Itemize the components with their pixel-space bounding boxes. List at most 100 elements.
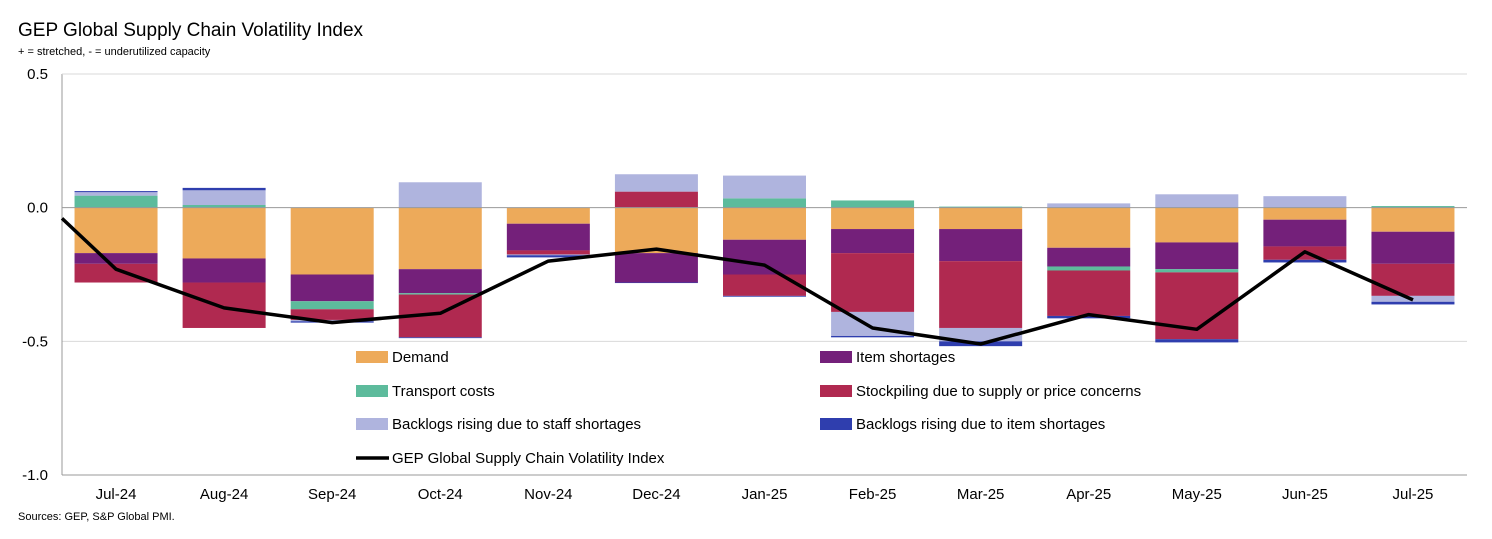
bar-stacks (74, 174, 1455, 347)
bar-segment-item_shortages (182, 258, 266, 283)
bar-segment-backlogs_item (1371, 301, 1455, 305)
bar-segment-backlogs_staff (1155, 194, 1239, 208)
legend-label-index_line: GEP Global Supply Chain Volatility Index (392, 450, 665, 467)
legend-swatch-item_shortages (820, 351, 852, 363)
bar-segment-stockpiling (614, 191, 698, 208)
source-note: Sources: GEP, S&P Global PMI. (18, 511, 175, 523)
bar-segment-item_shortages (723, 239, 806, 275)
legend-label-backlogs_staff: Backlogs rising due to staff shortages (392, 416, 641, 433)
bar-segment-demand (182, 207, 266, 259)
bar-segment-backlogs_staff (723, 175, 806, 199)
bar-segment-backlogs_staff (398, 182, 482, 208)
bar-segment-transport_costs (398, 293, 482, 295)
bar-segment-stockpiling (1371, 263, 1455, 296)
bar-segment-demand (1263, 207, 1347, 220)
chart-subtitle: + = stretched, - = underutilized capacit… (18, 46, 211, 58)
index-line-layer (60, 217, 1414, 346)
x-tick-label: Jul-24 (96, 486, 137, 503)
bar-segment-demand (290, 207, 374, 275)
bar-segment-backlogs_item (1155, 339, 1239, 343)
legend-label-demand: Demand (392, 349, 449, 366)
bar-segment-backlogs_item (723, 295, 806, 297)
bar-segment-backlogs_staff (1047, 203, 1131, 208)
bar-segment-stockpiling (831, 253, 915, 312)
bar-segment-item_shortages (831, 229, 915, 254)
bar-segment-demand (506, 207, 590, 224)
x-tick-label: Dec-24 (632, 486, 680, 503)
bar-segment-demand (398, 207, 482, 270)
bar-segment-demand (1047, 207, 1131, 248)
bar-segment-item_shortages (1371, 231, 1455, 264)
bar-segment-backlogs_item (506, 255, 590, 258)
legend-swatch-backlogs_item (820, 418, 852, 430)
bar-segment-backlogs_staff (290, 319, 374, 322)
y-tick-label: 0.0 (27, 200, 48, 217)
bar-segment-backlogs_item (74, 191, 158, 193)
bar-segment-backlogs_item (1263, 259, 1347, 263)
bar-segment-backlogs_item (182, 187, 266, 191)
x-tick-label: Sep-24 (308, 486, 356, 503)
bar-segment-backlogs_staff (506, 254, 590, 256)
x-tick-label: Jun-25 (1282, 486, 1328, 503)
legend-swatch-backlogs_staff (356, 418, 388, 430)
y-tick-label: 0.5 (27, 66, 48, 83)
x-tick-label: Apr-25 (1066, 486, 1111, 503)
x-tick-label: Mar-25 (957, 486, 1005, 503)
bar-segment-item_shortages (1047, 247, 1131, 267)
bar-segment-transport_costs (1047, 266, 1131, 271)
axes: 0.5 0.0 -0.5 -1.0 Jul-24 Aug-24 Sep-24 Oct-24 No… (22, 66, 1467, 503)
bar-segment-transport_costs (290, 301, 374, 310)
bar-segment-backlogs_item (398, 337, 482, 339)
bar-segment-backlogs_item (831, 335, 915, 338)
x-tick-label: Aug-24 (200, 486, 248, 503)
bar-segment-item_shortages (290, 274, 374, 302)
x-tick-label: Feb-25 (849, 486, 897, 503)
legend-swatch-transport_costs (356, 385, 388, 397)
bar-segment-stockpiling (1047, 270, 1131, 316)
y-tick-label: -1.0 (22, 467, 48, 484)
legend: Demand Item shortages Transport costs Stock… (356, 349, 1141, 467)
bar-segment-backlogs_staff (614, 174, 698, 192)
bar-segment-demand (1371, 207, 1455, 232)
bar-segment-item_shortages (398, 269, 482, 294)
bar-segment-demand (939, 207, 1023, 230)
bar-segment-item_shortages (939, 229, 1023, 262)
bar-segment-stockpiling (723, 274, 806, 296)
legend-swatch-demand (356, 351, 388, 363)
bar-segment-transport_costs (939, 206, 1023, 208)
bar-segment-transport_costs (723, 198, 806, 208)
index-line (60, 217, 1414, 346)
bar-segment-item_shortages (74, 253, 158, 264)
bar-segment-item_shortages (1155, 242, 1239, 270)
x-tick-label: Nov-24 (524, 486, 572, 503)
bar-segment-stockpiling (939, 261, 1023, 328)
legend-label-transport_costs: Transport costs (392, 383, 495, 400)
bar-segment-item_shortages (1263, 219, 1347, 247)
chart-title: GEP Global Supply Chain Volatility Index (18, 20, 364, 41)
x-tick-label: Jan-25 (742, 486, 788, 503)
bar-segment-demand (831, 207, 915, 230)
x-tick-label: May-25 (1172, 486, 1222, 503)
bar-segment-backlogs_item (614, 282, 698, 284)
bar-segment-stockpiling (506, 250, 590, 255)
bar-segment-transport_costs (74, 195, 158, 208)
x-tick-label: Jul-25 (1393, 486, 1434, 503)
bar-segment-transport_costs (831, 200, 915, 208)
bar-segment-backlogs_staff (182, 190, 266, 205)
bar-segment-item_shortages (614, 253, 698, 283)
y-tick-label: -0.5 (22, 333, 48, 350)
bar-segment-backlogs_item (1047, 315, 1131, 319)
bar-segment-demand (74, 207, 158, 254)
bar-segment-transport_costs (1371, 206, 1455, 208)
bar-segment-backlogs_staff (74, 192, 158, 196)
bar-segment-backlogs_staff (1263, 196, 1347, 208)
bar-segment-demand (723, 207, 806, 240)
x-tick-label: Oct-24 (418, 486, 463, 503)
bar-segment-stockpiling (290, 309, 374, 320)
bar-segment-transport_costs (182, 204, 266, 208)
legend-label-backlogs_item: Backlogs rising due to item shortages (856, 416, 1105, 433)
legend-label-item_shortages: Item shortages (856, 349, 955, 366)
bar-segment-item_shortages (506, 223, 590, 251)
legend-label-stockpiling: Stockpiling due to supply or price conce… (856, 383, 1141, 400)
